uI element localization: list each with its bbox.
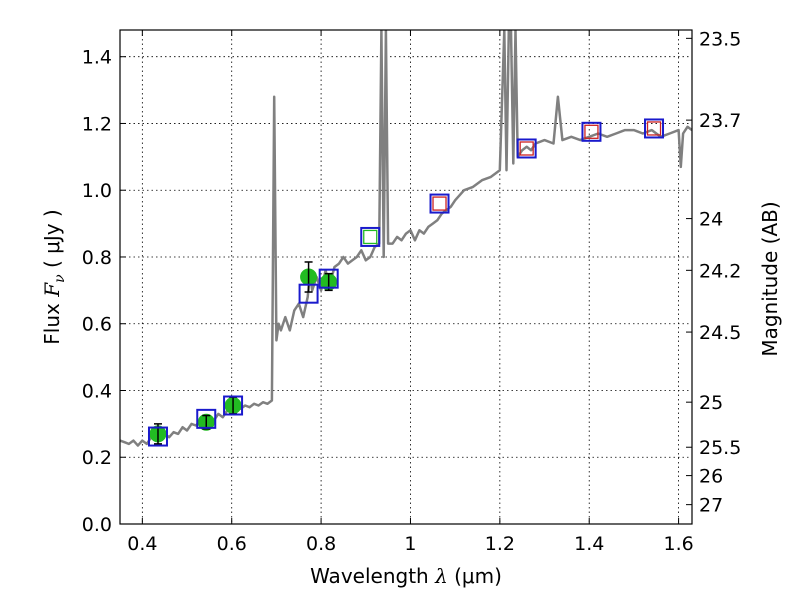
y-tick-label: 0.2	[82, 447, 112, 469]
plot-frame	[119, 29, 693, 525]
y-tick-label: 1.0	[82, 180, 112, 202]
right-tick-label: 26	[699, 466, 723, 488]
y-tick-label: 1.4	[82, 47, 112, 69]
model-photometry-box	[360, 226, 381, 247]
x-tick-label: 1.2	[485, 533, 515, 555]
x-tick-label: 1	[404, 533, 416, 555]
inner-box-marker	[363, 229, 378, 245]
x-tick-label: 0.8	[306, 533, 336, 555]
right-tick-label: 25.5	[699, 437, 741, 459]
model-photometry-box	[581, 121, 602, 142]
model-photometry-box	[223, 395, 244, 416]
right-tick-label: 23.5	[699, 28, 741, 50]
right-tick-label: 25	[699, 392, 723, 414]
y-tick-label: 0.4	[82, 380, 112, 402]
y-axis-label: Flux Fν ( μJy )	[40, 209, 68, 344]
x-axis-label: Wavelength λ (μm)	[310, 564, 502, 588]
model-photometry-box	[516, 138, 537, 159]
x-tick-label: 1.4	[574, 533, 604, 555]
x-tick-label: 1.6	[663, 533, 693, 555]
y-tick-label: 0.6	[82, 314, 112, 336]
inner-box-marker	[646, 121, 662, 136]
model-photometry-box	[644, 118, 665, 139]
inner-box-marker	[519, 141, 534, 156]
x-tick-label: 0.4	[127, 533, 157, 555]
model-photometry-box	[196, 408, 217, 429]
right-axis-label: Magnitude (AB)	[758, 201, 782, 356]
x-tick-label: 0.6	[217, 533, 247, 555]
right-tick-label: 24	[699, 209, 723, 231]
y-tick-label: 1.2	[82, 113, 112, 135]
ticks: 0.4 0.6 0.8 1 1.2 1.4 1.6 0.0 0.2 0.4 0.6 0.8 1.0 1.2…	[82, 28, 742, 555]
model-photometry-box	[429, 193, 450, 214]
inner-box-marker	[432, 196, 447, 211]
right-tick-label: 24.5	[699, 322, 741, 344]
plot-background	[120, 30, 692, 524]
model-photometry-box	[318, 268, 339, 289]
model-photometry-box	[147, 426, 168, 447]
y-tick-label: 0.8	[82, 247, 112, 269]
model-photometry-box	[298, 283, 319, 304]
right-tick-label: 27	[699, 495, 723, 517]
inner-box-marker	[584, 124, 599, 139]
data-layer	[120, 30, 692, 447]
right-tick-label: 23.7	[699, 110, 741, 132]
right-tick-label: 24.2	[699, 260, 741, 282]
y-tick-label: 0.0	[82, 514, 112, 536]
